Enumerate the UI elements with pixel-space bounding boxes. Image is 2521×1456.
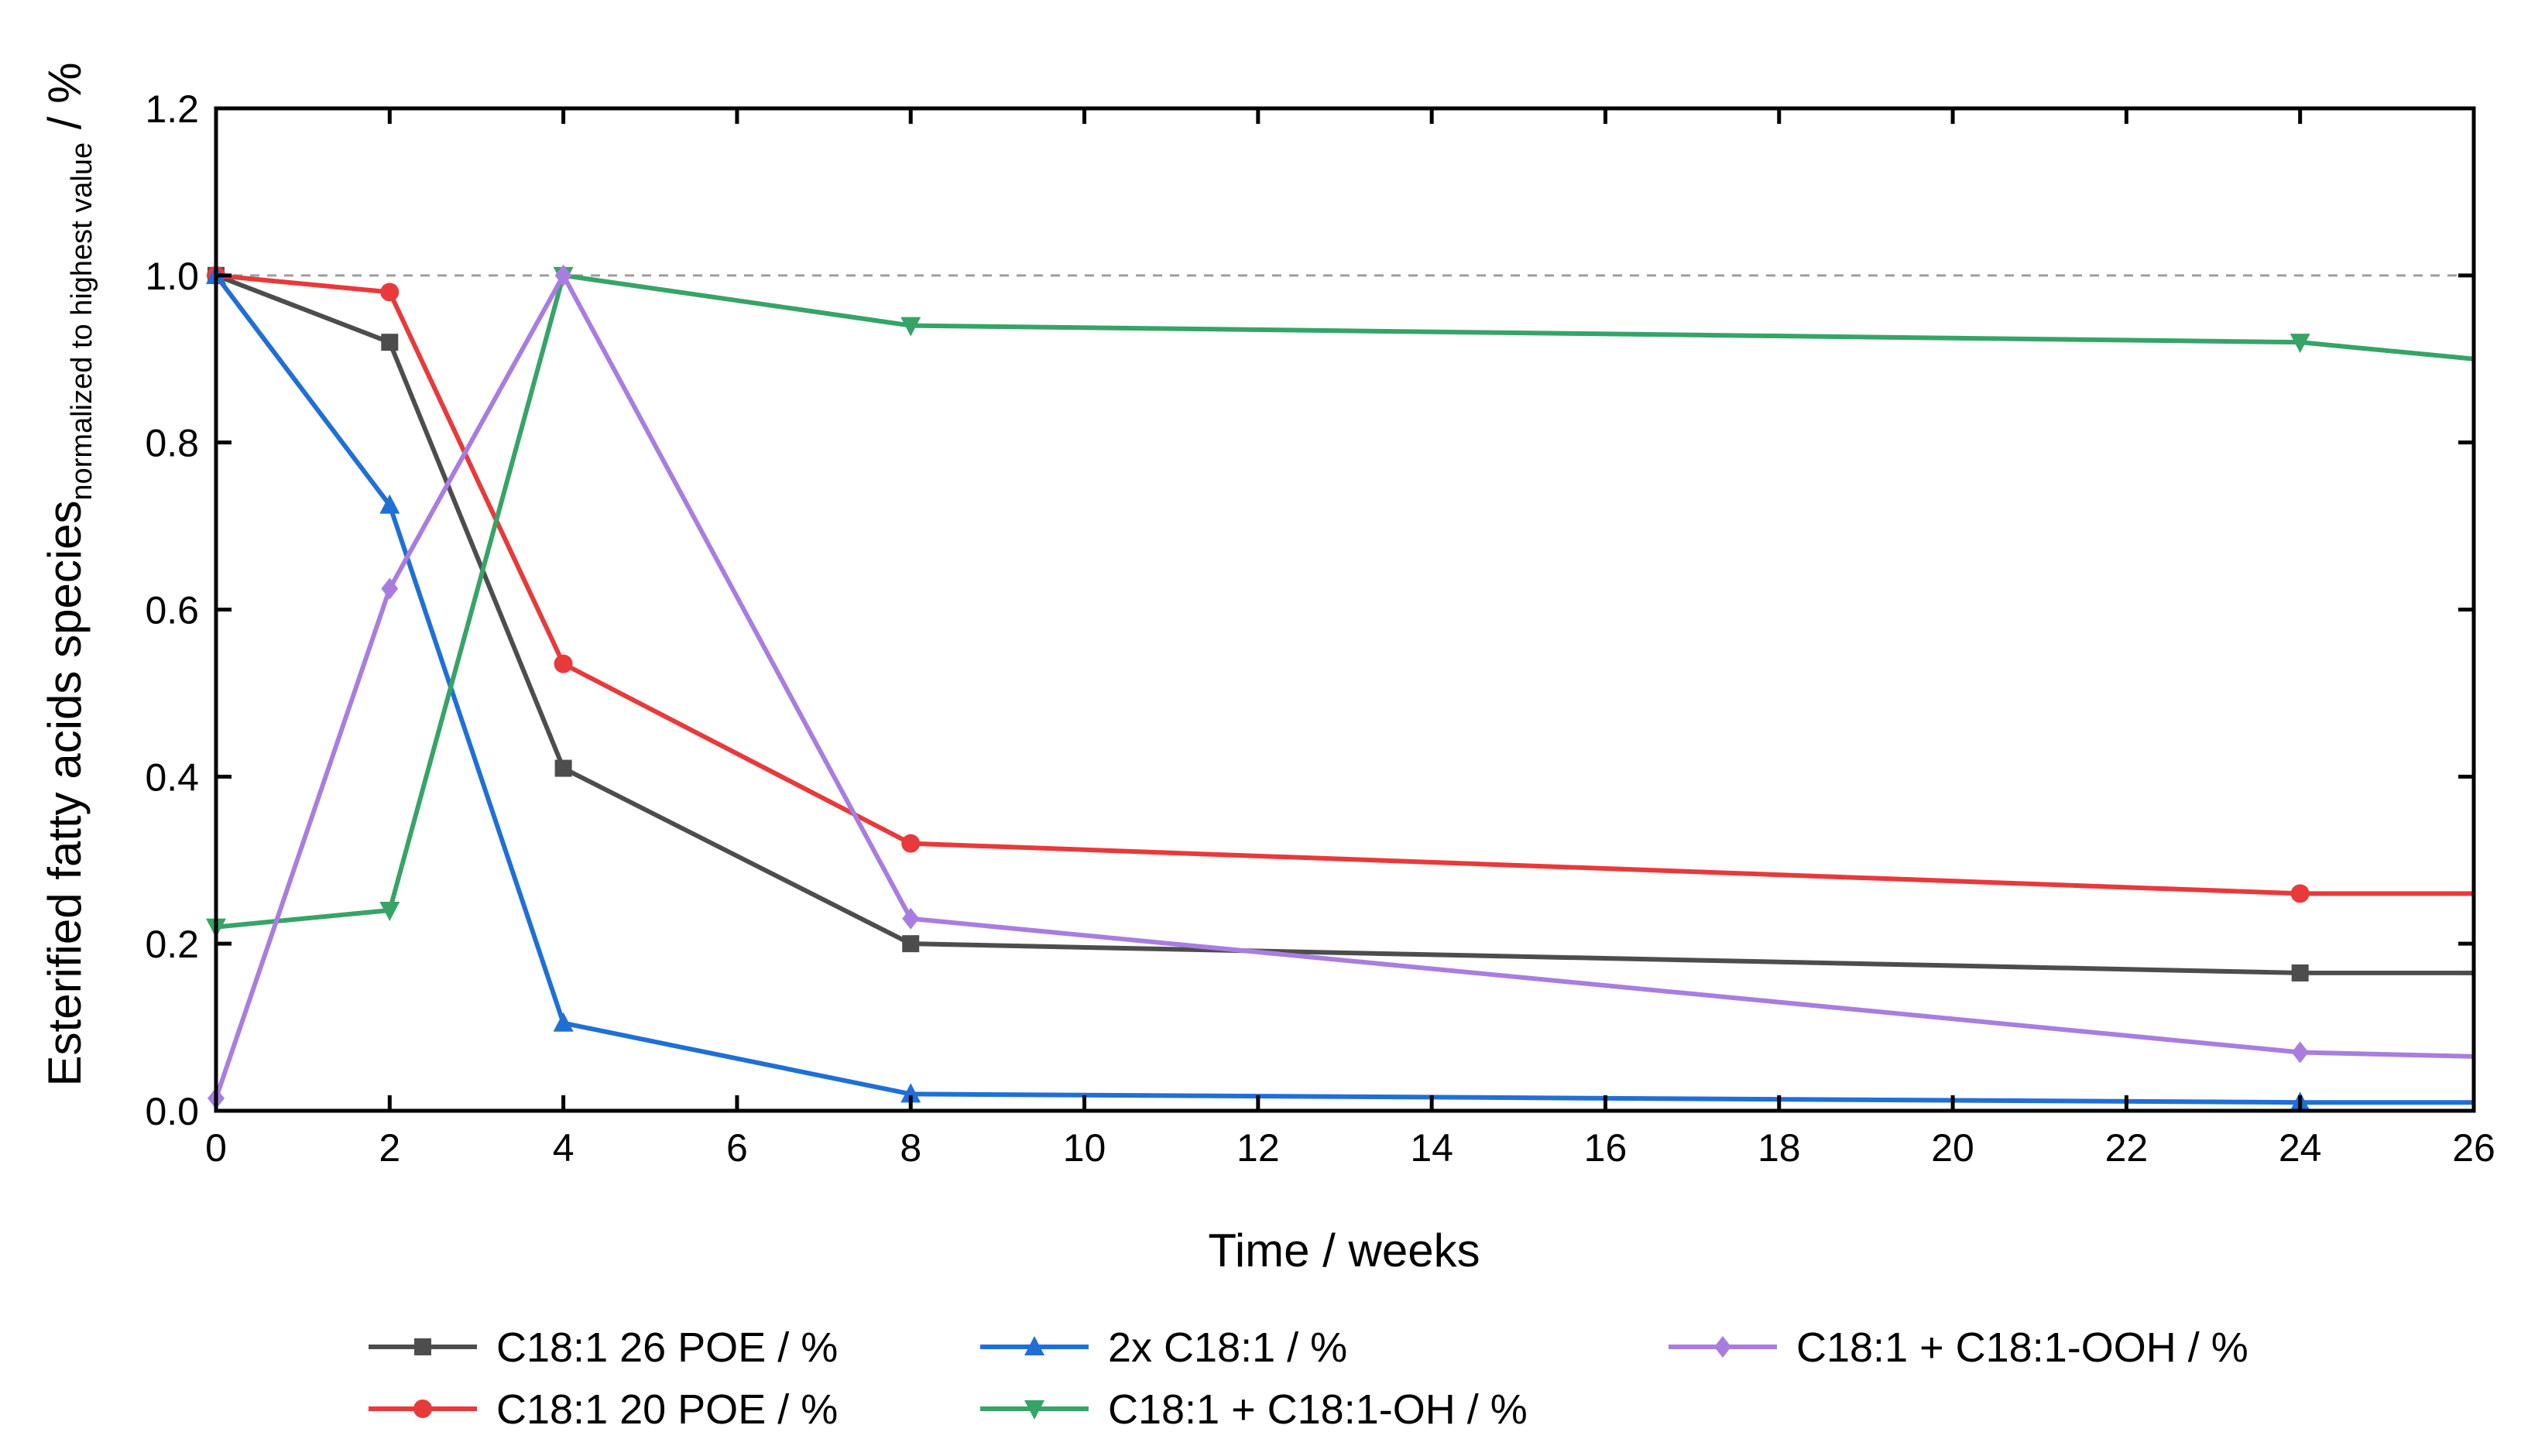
data-point [902,907,920,930]
series-line [214,274,2474,1105]
data-point [554,654,573,673]
legend-label: C18:1 + C18:1-OH / % [1108,1386,1528,1433]
x-tick-label: 14 [1410,1126,1453,1170]
data-point [900,317,921,337]
y-axis-title-subscript: normalized to highest value [66,142,98,501]
data-point [2291,1041,2309,1064]
x-tick-label: 0 [205,1126,227,1170]
series-line [215,272,2475,930]
data-point [379,902,400,921]
legend-marker [413,1399,432,1418]
x-tick-label: 26 [2452,1126,2495,1170]
data-point [381,577,399,600]
series-5 [208,264,2475,1109]
legend-marker [1714,1336,1731,1358]
data-point [554,264,572,286]
series-2 [207,266,2474,903]
series-1 [208,266,2474,982]
legend-label: 2x C18:1 / % [1108,1324,1347,1371]
legend-marker [1024,1400,1044,1420]
y-tick-label: 0.8 [145,422,199,465]
series-4 [206,266,2475,938]
y-tick-label: 0.6 [145,589,199,632]
data-point [553,1012,574,1032]
y-axis-title-unit: / % [39,63,91,142]
x-tick-label: 6 [726,1126,748,1170]
legend-marker [414,1338,431,1355]
data-point [379,494,400,514]
data-point [2291,964,2309,982]
y-axis-title: Esterified fatty acids speciesnormalized… [39,63,98,1087]
legend-label: C18:1 20 POE / % [496,1386,838,1433]
y-tick-label: 1.0 [145,255,199,298]
x-tick-label: 18 [1758,1126,1801,1170]
x-tick-label: 16 [1584,1126,1628,1170]
x-tick-label: 10 [1063,1126,1106,1170]
data-point [381,334,399,351]
x-tick-label: 2 [379,1126,400,1170]
y-tick-label: 0.0 [145,1090,199,1133]
x-tick-label: 24 [2279,1126,2322,1170]
legend-item: 2x C18:1 / % [980,1324,1347,1371]
x-axis-title: Time / weeks [1208,1225,1480,1276]
legend-label: C18:1 26 POE / % [496,1324,838,1371]
legend-item: C18:1 26 POE / % [369,1324,838,1371]
data-point [900,1083,921,1103]
x-tick-label: 12 [1236,1126,1280,1170]
data-point [380,283,400,302]
legend-label: C18:1 + C18:1-OOH / % [1796,1324,2248,1371]
data-point [902,935,920,953]
legend: C18:1 26 POE / % C18:1 20 POE / % 2x C18:1… [369,1324,2248,1433]
x-tick-label: 4 [553,1126,575,1170]
tick-layer: 0 2 4 6 8 10 12 14 16 18 20 22 24 260.00.20.40.60.81.… [145,87,2495,1170]
series-layer [206,264,2475,1112]
legend-marker [1024,1336,1044,1355]
series-line [215,272,2474,896]
x-tick-label: 8 [900,1126,921,1170]
legend-item: C18:1 + C18:1-OH / % [980,1386,1528,1433]
legend-item: C18:1 + C18:1-OOH / % [1669,1324,2248,1371]
y-tick-label: 0.4 [145,755,199,799]
x-tick-label: 20 [1931,1126,1974,1170]
data-point [2289,334,2310,354]
y-tick-label: 0.2 [145,923,199,966]
data-point [2290,884,2310,903]
series-line [214,272,2475,1099]
x-tick-label: 22 [2105,1126,2149,1170]
y-axis-title-main: Esterified fatty acids species [39,500,91,1086]
data-point [554,759,572,777]
legend-item: C18:1 20 POE / % [369,1386,838,1433]
series-line [214,273,2474,975]
series-3 [206,264,2474,1112]
data-point [901,834,921,853]
y-tick-label: 1.2 [145,87,199,131]
